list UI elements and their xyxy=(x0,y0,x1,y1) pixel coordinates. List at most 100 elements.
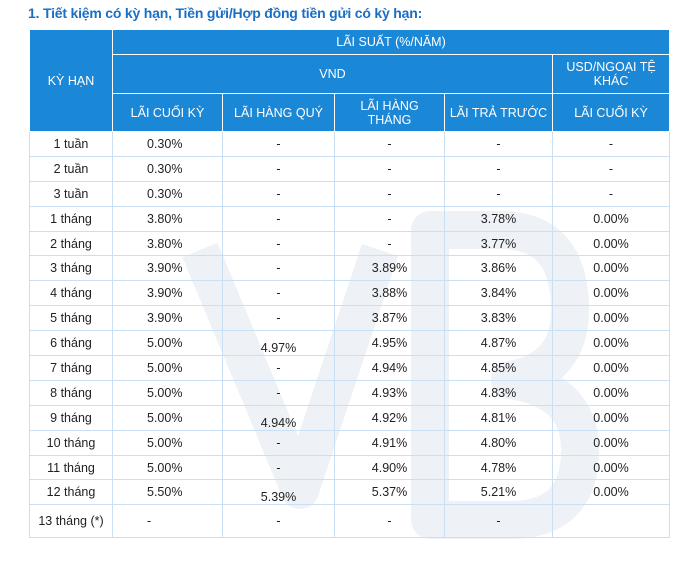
cell-lai-tra-truoc: - xyxy=(444,155,553,182)
cell-lai-cuoi-ky: 3.90% xyxy=(112,280,223,307)
cell-usd-lai-cuoi-ky: 0.00% xyxy=(551,479,671,506)
cell-lai-cuoi-ky: 5.00% xyxy=(112,404,223,431)
cell-term: 3 tuần xyxy=(29,180,113,207)
cell-term: 12 tháng xyxy=(29,479,113,506)
cell-lai-cuoi-ky: 0.30% xyxy=(112,131,223,157)
cell-lai-cuoi-ky: 5.00% xyxy=(112,429,223,456)
cell-lai-cuoi-ky: 0.30% xyxy=(112,155,223,182)
cell-usd-lai-cuoi-ky: 0.00% xyxy=(551,305,671,332)
cell-usd-lai-cuoi-ky: 0.00% xyxy=(551,330,671,357)
cell-lai-tra-truoc: 3.83% xyxy=(444,305,553,332)
section-title: 1. Tiết kiệm có kỳ hạn, Tiền gửi/Hợp đồn… xyxy=(28,5,423,21)
cell-lai-hang-quy: 5.39% xyxy=(222,479,335,506)
header-col-lai-hang-quy: LÃI HÀNG QUÝ xyxy=(222,93,335,132)
cell-lai-cuoi-ky: 0.30% xyxy=(112,180,223,207)
cell-lai-hang-quy: - xyxy=(222,255,335,282)
cell-term: 3 tháng xyxy=(29,255,113,282)
cell-term: 9 tháng xyxy=(29,404,113,431)
cell-usd-lai-cuoi-ky: - xyxy=(551,155,671,182)
cell-lai-hang-quy: - xyxy=(222,205,335,232)
cell-lai-cuoi-ky: 5.00% xyxy=(112,330,223,357)
header-ky-han: KỲ HẠN xyxy=(29,29,113,132)
cell-lai-cuoi-ky: 3.80% xyxy=(112,230,223,257)
cell-lai-hang-quy: - xyxy=(222,355,335,381)
cell-usd-lai-cuoi-ky: 0.00% xyxy=(551,280,671,307)
cell-term: 4 tháng xyxy=(29,280,113,307)
cell-lai-hang-thang: - xyxy=(334,230,445,257)
cell-lai-hang-thang: 5.37% xyxy=(334,479,445,506)
cell-lai-hang-thang: 4.92% xyxy=(334,404,445,431)
table-row: 11 tháng 5.00% -4.90% 4.78% 0.00% xyxy=(29,454,671,481)
cell-lai-hang-thang: - xyxy=(334,205,445,232)
cell-usd-lai-cuoi-ky: - xyxy=(551,131,671,157)
table-row: 3 tuần 0.30% - - - - xyxy=(29,180,671,207)
cell-lai-hang-thang: 3.87% xyxy=(334,305,445,332)
cell-lai-tra-truoc: 3.84% xyxy=(444,280,553,307)
cell-usd-lai-cuoi-ky: 0.00% xyxy=(551,379,671,406)
header-vnd: VND xyxy=(112,54,553,94)
cell-lai-hang-thang: 4.90% xyxy=(334,454,445,481)
cell-lai-hang-thang: 4.91% xyxy=(334,429,445,456)
cell-lai-tra-truoc: 4.87% xyxy=(444,330,553,357)
cell-lai-tra-truoc: - xyxy=(444,504,553,539)
cell-term: 5 tháng xyxy=(29,305,113,332)
header-col-usd-lai-cuoi-ky: LÃI CUỐI KỲ xyxy=(551,93,671,132)
table-row: 4 tháng 3.90% -3.88% 3.84% 0.00% xyxy=(29,280,671,307)
cell-lai-tra-truoc: 4.83% xyxy=(444,379,553,406)
cell-lai-hang-quy: 4.97% xyxy=(222,330,335,357)
cell-lai-tra-truoc: 3.86% xyxy=(444,255,553,282)
cell-lai-hang-thang: 4.94% xyxy=(334,355,445,381)
cell-lai-cuoi-ky: 5.00% xyxy=(112,454,223,481)
cell-term: 1 tháng xyxy=(29,205,113,232)
cell-term: 2 tuần xyxy=(29,155,113,182)
table-row: 8 tháng 5.00% -4.93% 4.83% 0.00% xyxy=(29,379,671,406)
cell-usd-lai-cuoi-ky: 0.00% xyxy=(551,454,671,481)
cell-usd-lai-cuoi-ky: 0.00% xyxy=(551,355,671,381)
cell-lai-hang-thang: 4.95% xyxy=(334,330,445,357)
cell-lai-hang-quy: - xyxy=(222,504,335,539)
cell-lai-tra-truoc: 3.78% xyxy=(444,205,553,232)
cell-term: 1 tuần xyxy=(29,131,113,157)
cell-term: 8 tháng xyxy=(29,379,113,406)
cell-lai-hang-thang: - xyxy=(334,504,445,539)
cell-lai-hang-quy: - xyxy=(222,180,335,207)
cell-lai-tra-truoc: 5.21% xyxy=(444,479,553,506)
cell-lai-tra-truoc: 4.81% xyxy=(444,404,553,431)
table-row: 9 tháng 5.00% 4.94% 4.92% 4.81% 0.00% xyxy=(29,404,671,431)
cell-term: 13 tháng (*) xyxy=(29,504,113,539)
cell-usd-lai-cuoi-ky: 0.00% xyxy=(551,230,671,257)
cell-lai-hang-quy: - xyxy=(222,230,335,257)
table-row: 1 tháng 3.80% - -3.78% 0.00% xyxy=(29,205,671,232)
cell-usd-lai-cuoi-ky xyxy=(551,504,671,539)
header-col-lai-tra-truoc: LÃI TRẢ TRƯỚC xyxy=(444,93,553,132)
header-usd: USD/NGOẠI TỆ KHÁC xyxy=(551,54,671,94)
cell-lai-cuoi-ky: 3.90% xyxy=(112,305,223,332)
table-row: 12 tháng 5.50% 5.39% 5.37% 5.21% 0.00% xyxy=(29,479,671,506)
cell-term: 7 tháng xyxy=(29,355,113,381)
table-row: 5 tháng 3.90% -3.87% 3.83% 0.00% xyxy=(29,305,671,332)
cell-lai-hang-quy: - xyxy=(222,155,335,182)
cell-usd-lai-cuoi-ky: 0.00% xyxy=(551,404,671,431)
cell-lai-cuoi-ky: 5.00% xyxy=(112,379,223,406)
table-row: 3 tháng 3.90% -3.89% 3.86% 0.00% xyxy=(29,255,671,282)
cell-lai-cuoi-ky: - xyxy=(112,504,223,539)
header-col-lai-cuoi-ky: LÃI CUỐI KỲ xyxy=(112,93,223,132)
cell-lai-hang-quy: - xyxy=(222,305,335,332)
cell-lai-tra-truoc: 3.77% xyxy=(444,230,553,257)
cell-lai-hang-thang: - xyxy=(334,180,445,207)
cell-lai-hang-quy: - xyxy=(222,280,335,307)
cell-lai-hang-quy: - xyxy=(222,379,335,406)
table-row: 10 tháng 5.00% -4.91% 4.80% 0.00% xyxy=(29,429,671,456)
cell-lai-hang-quy: 4.94% xyxy=(222,404,335,431)
cell-usd-lai-cuoi-ky: - xyxy=(551,180,671,207)
cell-lai-hang-quy: - xyxy=(222,454,335,481)
cell-usd-lai-cuoi-ky: 0.00% xyxy=(551,255,671,282)
cell-lai-hang-thang: 3.89% xyxy=(334,255,445,282)
cell-lai-hang-quy: - xyxy=(222,131,335,157)
table-row: 2 tháng 3.80% - -3.77% 0.00% xyxy=(29,230,671,257)
cell-lai-tra-truoc: - xyxy=(444,180,553,207)
cell-lai-hang-quy: - xyxy=(222,429,335,456)
cell-lai-tra-truoc: 4.78% xyxy=(444,454,553,481)
cell-lai-hang-thang: 3.88% xyxy=(334,280,445,307)
cell-usd-lai-cuoi-ky: 0.00% xyxy=(551,429,671,456)
